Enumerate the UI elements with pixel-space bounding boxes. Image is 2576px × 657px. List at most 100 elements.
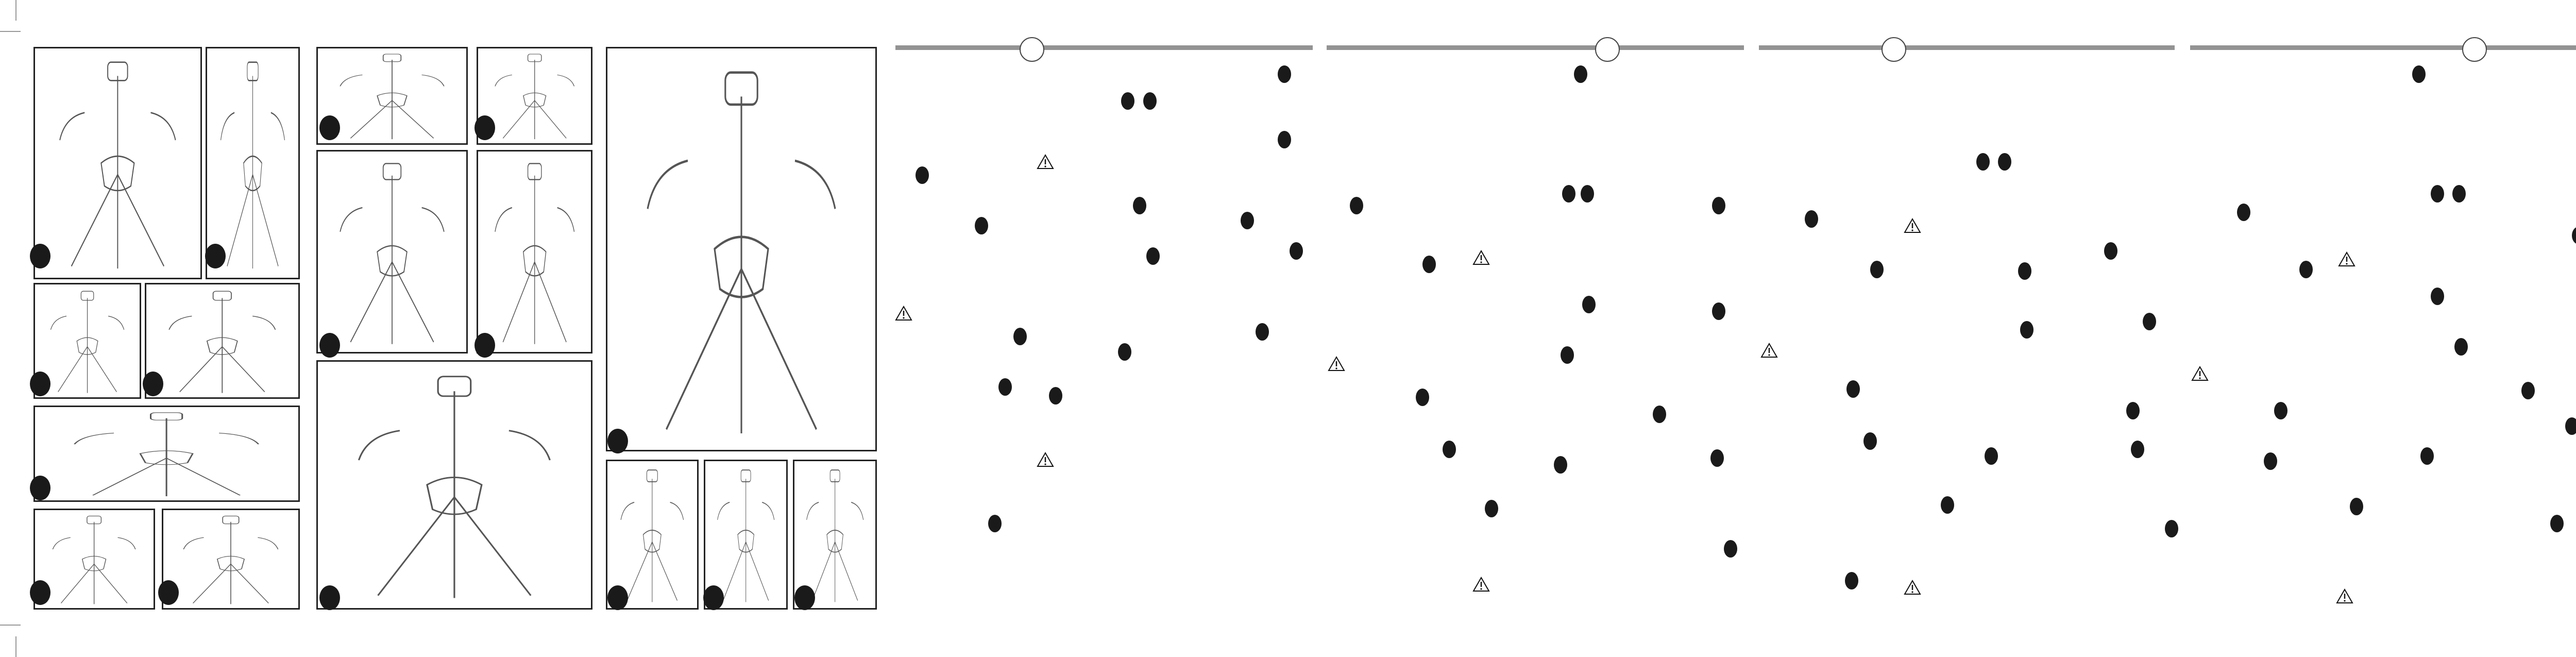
illustration-panel-8: [316, 47, 468, 145]
step-reference-marker-icon: [1653, 405, 1667, 423]
tripod-illustration: [168, 291, 276, 393]
step-reference-marker-icon: [1723, 540, 1737, 558]
step-reference-marker-icon: [1484, 499, 1498, 517]
step-reference-marker-icon: [1941, 496, 1955, 514]
step-reference-marker-icon: [2572, 227, 2576, 245]
step-reference-marker-icon: [1143, 92, 1157, 110]
warning-triangle-icon: [895, 305, 913, 321]
step-reference-marker-icon: [1117, 343, 1131, 361]
step-number-marker-icon: [607, 585, 629, 610]
crop-mark: [15, 0, 16, 21]
step-reference-marker-icon: [1146, 247, 1160, 265]
illustration-panel-6: [33, 508, 155, 610]
tripod-illustration: [183, 515, 279, 604]
illustration-panel-10: [316, 149, 468, 354]
step-reference-marker-icon: [1443, 441, 1456, 459]
page-number-circle-icon: [1595, 37, 1620, 62]
illustration-panel-2: [205, 47, 300, 280]
illustration-panel-3: [33, 282, 142, 399]
step-reference-marker-icon: [1241, 212, 1254, 229]
step-number-marker-icon: [319, 332, 341, 358]
tripod-illustration: [340, 54, 445, 140]
step-reference-marker-icon: [1985, 447, 1998, 465]
step-reference-marker-icon: [1013, 328, 1027, 346]
step-reference-marker-icon: [998, 378, 1012, 396]
column-header-bar-2: [1326, 45, 1744, 50]
step-reference-marker-icon: [1121, 92, 1135, 110]
step-number-marker-icon: [703, 585, 724, 610]
step-reference-marker-icon: [1846, 380, 1860, 398]
step-reference-marker-icon: [1562, 184, 1576, 203]
step-reference-marker-icon: [1256, 323, 1269, 341]
step-number-marker-icon: [319, 115, 341, 141]
step-reference-marker-icon: [1711, 302, 1725, 321]
tripod-illustration: [59, 61, 176, 269]
step-reference-marker-icon: [2452, 184, 2466, 203]
step-reference-marker-icon: [2565, 417, 2576, 435]
warning-triangle-icon: [2336, 588, 2353, 604]
step-reference-marker-icon: [2131, 441, 2145, 459]
step-reference-marker-icon: [2143, 313, 2157, 331]
illustration-panel-13: [606, 47, 877, 451]
step-reference-marker-icon: [1710, 449, 1724, 467]
warning-triangle-icon: [1037, 451, 1054, 467]
step-reference-marker-icon: [1277, 65, 1291, 83]
illustration-panel-5: [33, 406, 300, 502]
step-number-marker-icon: [30, 580, 51, 605]
step-reference-marker-icon: [2550, 515, 2564, 533]
step-reference-marker-icon: [2237, 203, 2251, 221]
step-reference-marker-icon: [1863, 432, 1877, 450]
column-header-bar-1: [895, 45, 1313, 50]
warning-triangle-icon: [1472, 576, 1490, 592]
illustration-panel-4: [144, 282, 300, 399]
warning-triangle-icon: [1760, 342, 1778, 358]
tripod-illustration: [358, 376, 551, 598]
warning-triangle-icon: [2191, 366, 2209, 381]
step-reference-marker-icon: [1289, 242, 1303, 260]
illustration-panel-12: [316, 360, 593, 610]
page-number-circle-icon: [1019, 37, 1044, 62]
step-reference-marker-icon: [1804, 210, 1818, 228]
tripod-illustration: [220, 61, 285, 269]
tripod-illustration: [340, 162, 445, 344]
step-reference-marker-icon: [2264, 452, 2278, 470]
step-reference-marker-icon: [2018, 262, 2032, 280]
step-reference-marker-icon: [2104, 242, 2118, 260]
illustration-panel-9: [476, 47, 593, 145]
step-reference-marker-icon: [1560, 346, 1574, 364]
illustration-panel-1: [33, 47, 202, 280]
step-reference-marker-icon: [1048, 386, 1062, 405]
step-reference-marker-icon: [2412, 65, 2426, 83]
illustration-panel-16: [792, 459, 877, 610]
illustration-panel-14: [606, 459, 699, 610]
tripod-illustration: [74, 412, 260, 497]
step-reference-marker-icon: [2299, 260, 2313, 278]
step-reference-marker-icon: [916, 166, 929, 184]
step-number-marker-icon: [474, 115, 495, 141]
warning-triangle-icon: [1903, 580, 1921, 595]
step-reference-marker-icon: [1976, 153, 1990, 171]
step-reference-marker-icon: [1553, 456, 1567, 474]
step-reference-marker-icon: [1573, 65, 1587, 83]
step-number-marker-icon: [30, 476, 51, 501]
step-number-marker-icon: [607, 429, 629, 453]
warning-triangle-icon: [1037, 154, 1054, 170]
step-number-marker-icon: [143, 371, 164, 396]
crop-mark: [0, 625, 21, 626]
step-reference-marker-icon: [1582, 296, 1596, 314]
step-reference-marker-icon: [1422, 255, 1436, 273]
step-number-marker-icon: [319, 585, 341, 610]
step-reference-marker-icon: [2521, 381, 2535, 399]
step-reference-marker-icon: [2430, 288, 2444, 306]
step-reference-marker-icon: [1580, 184, 1594, 203]
step-reference-marker-icon: [1998, 153, 2012, 171]
crop-mark: [15, 636, 16, 657]
step-reference-marker-icon: [1870, 260, 1884, 278]
column-header-bar-3: [1759, 45, 2175, 50]
step-reference-marker-icon: [2454, 338, 2468, 356]
illustration-panel-7: [161, 508, 300, 610]
step-reference-marker-icon: [1844, 572, 1858, 590]
step-reference-marker-icon: [974, 216, 988, 234]
tripod-illustration: [620, 469, 684, 602]
illustration-panel-11: [476, 149, 593, 354]
